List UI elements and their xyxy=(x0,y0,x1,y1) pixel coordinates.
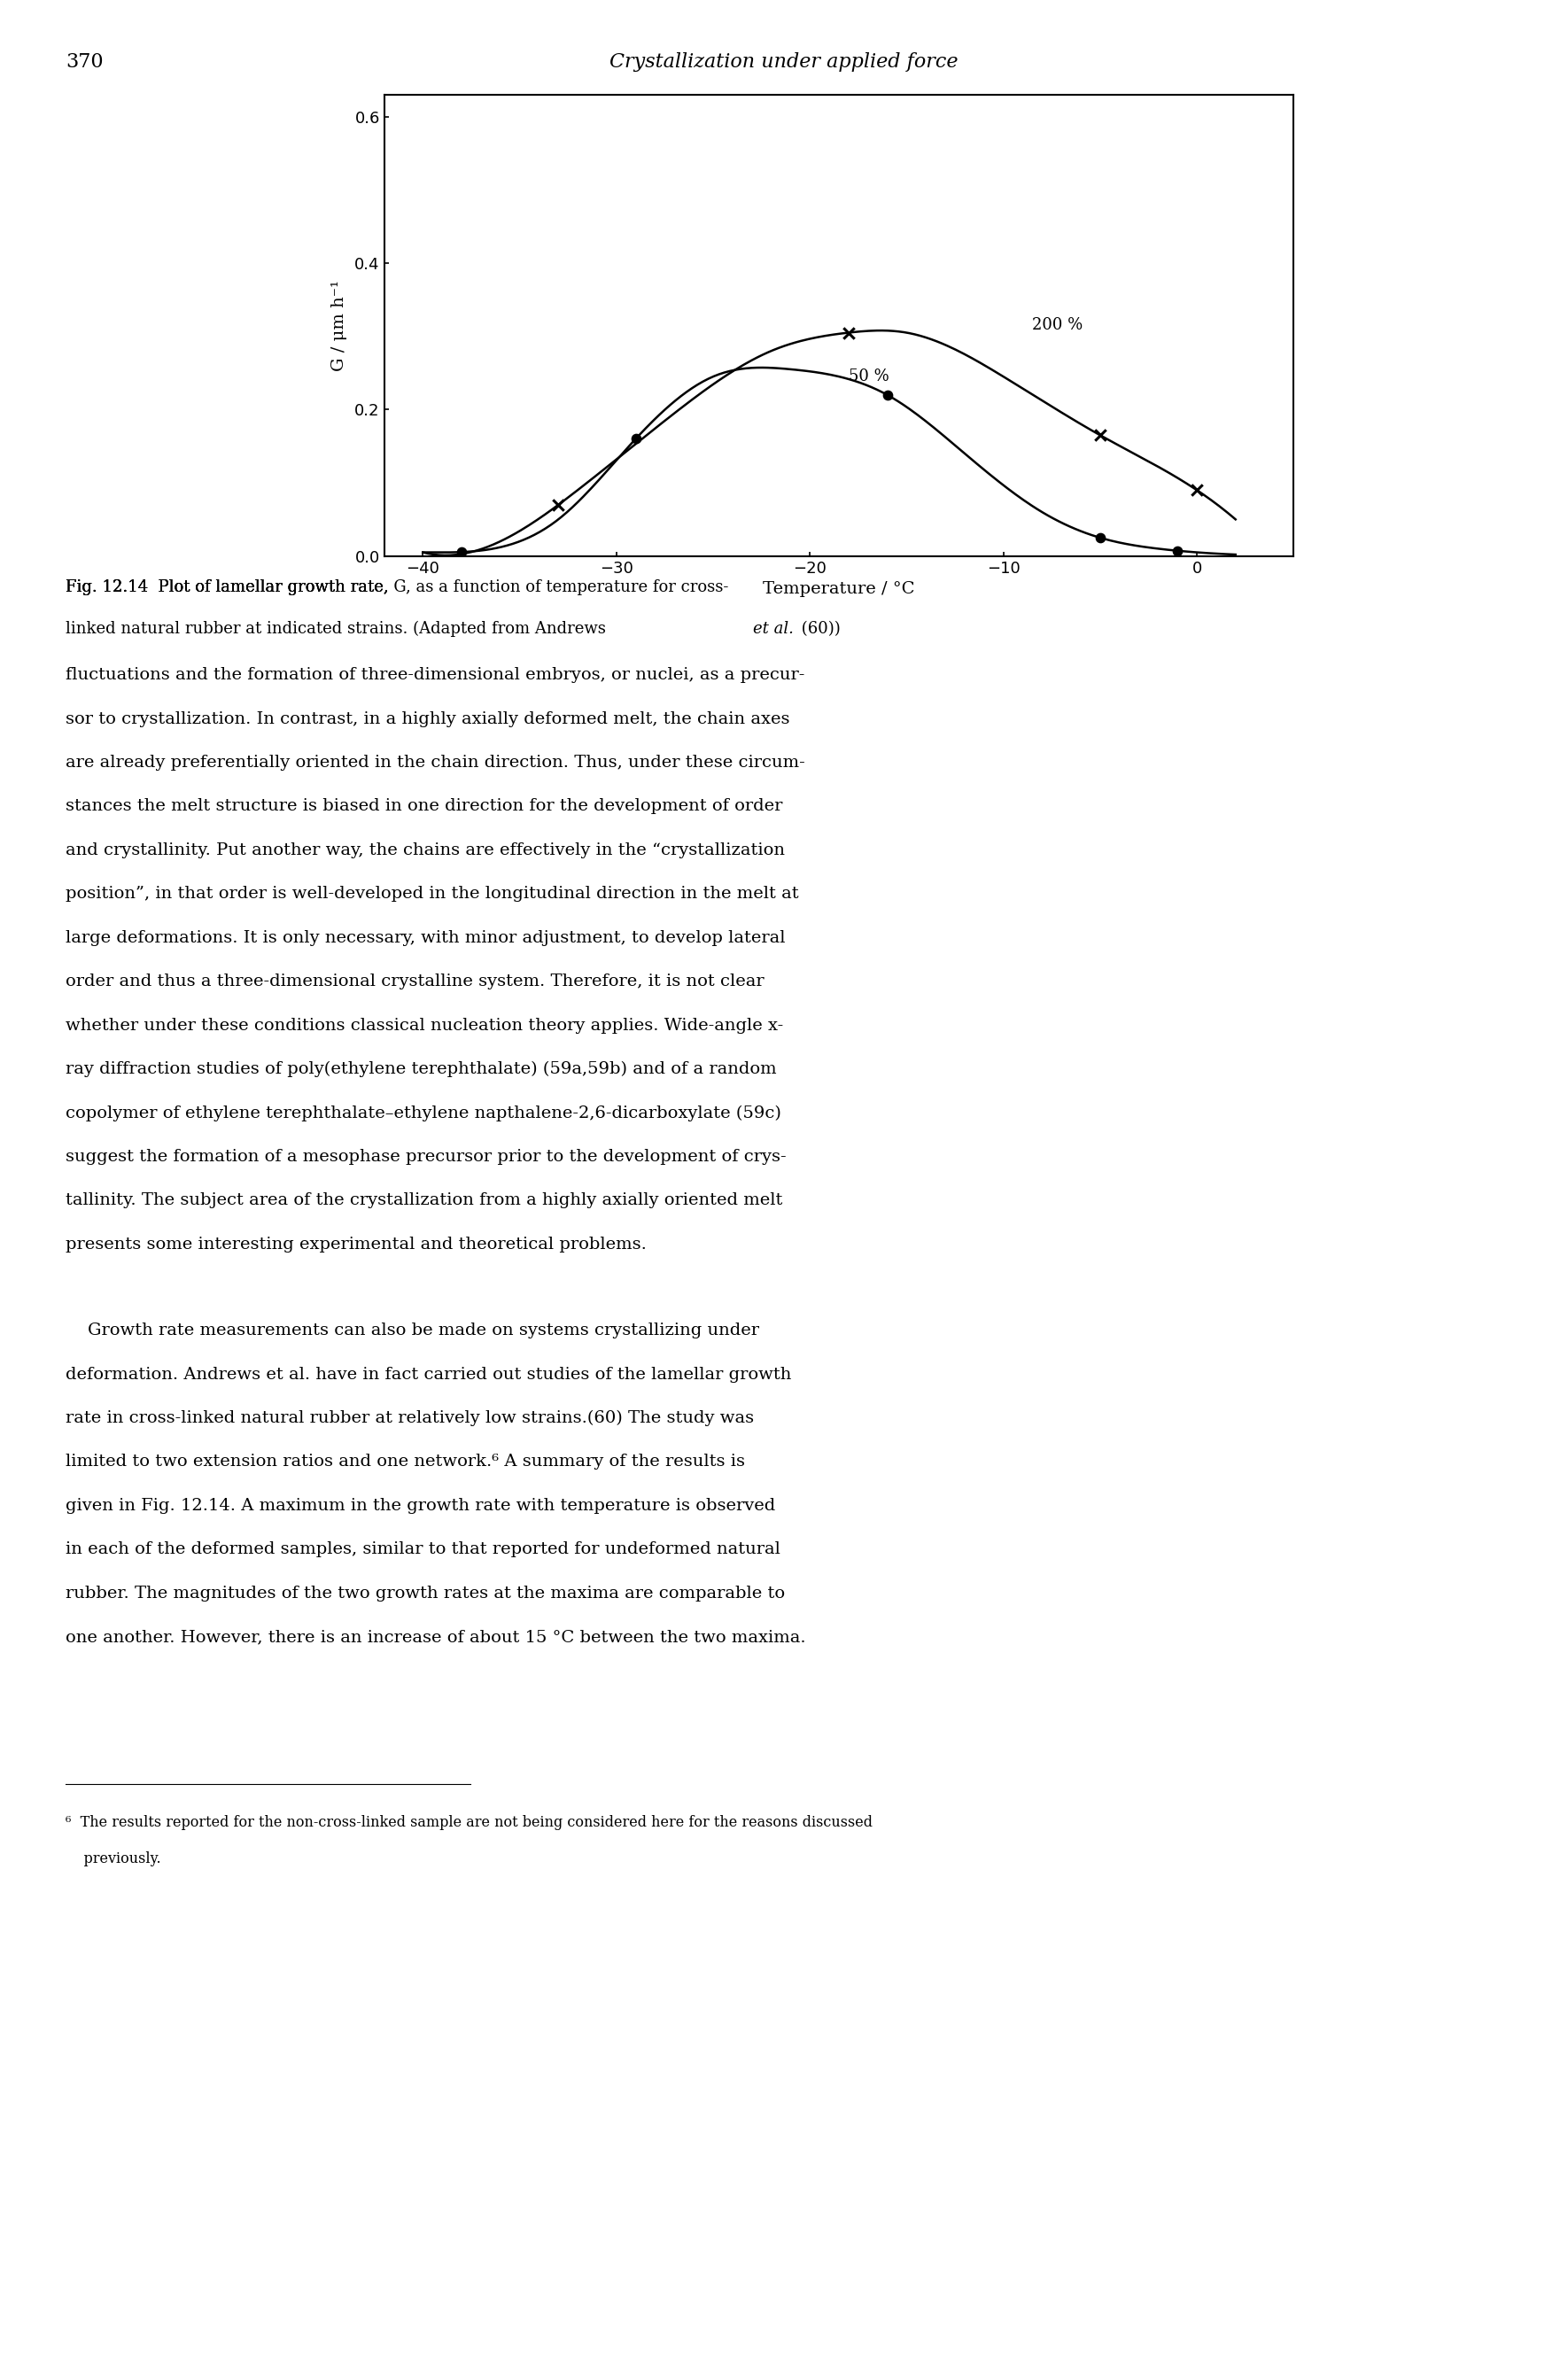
Text: stances the melt structure is biased in one direction for the development of ord: stances the melt structure is biased in … xyxy=(66,800,782,814)
Text: Fig. 12.14  Plot of lamellar growth rate,: Fig. 12.14 Plot of lamellar growth rate, xyxy=(66,580,394,596)
Text: sor to crystallization. In contrast, in a highly axially deformed melt, the chai: sor to crystallization. In contrast, in … xyxy=(66,710,790,726)
Text: deformation. Andrews et al. have in fact carried out studies of the lamellar gro: deformation. Andrews et al. have in fact… xyxy=(66,1368,792,1382)
Text: suggest the formation of a mesophase precursor prior to the development of crys-: suggest the formation of a mesophase pre… xyxy=(66,1150,787,1164)
Text: limited to two extension ratios and one network.⁶ A summary of the results is: limited to two extension ratios and one … xyxy=(66,1453,745,1469)
Text: fluctuations and the formation of three-dimensional embryos, or nuclei, as a pre: fluctuations and the formation of three-… xyxy=(66,667,804,684)
Text: copolymer of ethylene terephthalate–ethylene napthalene-2,6-dicarboxylate (59c): copolymer of ethylene terephthalate–ethy… xyxy=(66,1105,781,1121)
Text: ray diffraction studies of poly(ethylene terephthalate) (59a,59b) and of a rando: ray diffraction studies of poly(ethylene… xyxy=(66,1060,776,1077)
Point xyxy=(1088,518,1113,556)
Text: et al.: et al. xyxy=(753,620,793,636)
Text: ⁶  The results reported for the non-cross-linked sample are not being considered: ⁶ The results reported for the non-cross… xyxy=(66,1815,873,1829)
Text: in each of the deformed samples, similar to that reported for undeformed natural: in each of the deformed samples, similar… xyxy=(66,1543,781,1557)
Text: previously.: previously. xyxy=(66,1853,162,1867)
Text: presents some interesting experimental and theoretical problems.: presents some interesting experimental a… xyxy=(66,1235,648,1252)
Text: and crystallinity. Put another way, the chains are effectively in the “crystalli: and crystallinity. Put another way, the … xyxy=(66,842,786,859)
Point xyxy=(1165,532,1190,570)
Text: rubber. The magnitudes of the two growth rates at the maxima are comparable to: rubber. The magnitudes of the two growth… xyxy=(66,1585,786,1602)
Text: linked natural rubber at indicated strains. (Adapted from Andrews: linked natural rubber at indicated strai… xyxy=(66,620,612,636)
Text: whether under these conditions classical nucleation theory applies. Wide-angle x: whether under these conditions classical… xyxy=(66,1017,784,1034)
Point xyxy=(1184,471,1209,509)
X-axis label: Temperature / °C: Temperature / °C xyxy=(764,582,914,596)
Text: Fig. 12.14  Plot of lamellar growth rate,: Fig. 12.14 Plot of lamellar growth rate, xyxy=(66,580,394,596)
Point xyxy=(875,376,900,414)
Text: order and thus a three-dimensional crystalline system. Therefore, it is not clea: order and thus a three-dimensional cryst… xyxy=(66,972,765,989)
Text: Growth rate measurements can also be made on systems crystallizing under: Growth rate measurements can also be mad… xyxy=(66,1323,759,1339)
Text: rate in cross-linked natural rubber at relatively low strains.(60) The study was: rate in cross-linked natural rubber at r… xyxy=(66,1410,754,1427)
Text: Crystallization under applied force: Crystallization under applied force xyxy=(610,52,958,71)
Point xyxy=(1088,416,1113,454)
Point xyxy=(622,419,648,457)
Text: are already preferentially oriented in the chain direction. Thus, under these ci: are already preferentially oriented in t… xyxy=(66,755,806,771)
Text: (60)): (60)) xyxy=(797,620,840,636)
Point xyxy=(836,315,861,353)
Text: Fig. 12.14  Plot of lamellar growth rate, G, as a function of temperature for cr: Fig. 12.14 Plot of lamellar growth rate,… xyxy=(66,580,729,596)
Point xyxy=(546,485,571,523)
Text: tallinity. The subject area of the crystallization from a highly axially oriente: tallinity. The subject area of the cryst… xyxy=(66,1192,782,1209)
Text: given in Fig. 12.14. A maximum in the growth rate with temperature is observed: given in Fig. 12.14. A maximum in the gr… xyxy=(66,1498,776,1514)
Text: position”, in that order is well-developed in the longitudinal direction in the : position”, in that order is well-develop… xyxy=(66,885,800,901)
Text: large deformations. It is only necessary, with minor adjustment, to develop late: large deformations. It is only necessary… xyxy=(66,930,786,946)
Y-axis label: G / μm h⁻¹: G / μm h⁻¹ xyxy=(331,279,347,371)
Text: 370: 370 xyxy=(66,52,103,71)
Text: 50 %: 50 % xyxy=(848,369,889,386)
Point xyxy=(448,532,474,570)
Text: one another. However, there is an increase of about 15 °C between the two maxima: one another. However, there is an increa… xyxy=(66,1630,806,1644)
Text: 200 %: 200 % xyxy=(1032,317,1083,334)
